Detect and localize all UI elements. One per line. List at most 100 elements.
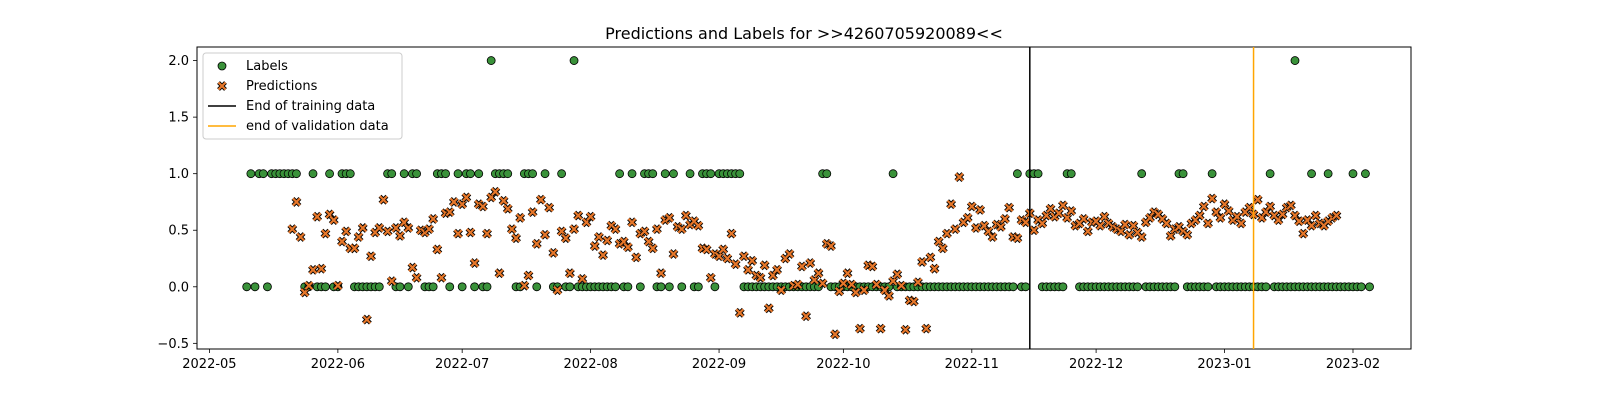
prediction-point <box>871 279 882 290</box>
label-point <box>635 282 645 292</box>
prediction-point <box>312 211 323 222</box>
label-point <box>474 169 484 179</box>
label-point <box>1137 169 1147 179</box>
prediction-point-fill <box>337 237 347 246</box>
legend: Labels Predictions End of training data … <box>202 52 403 140</box>
prediction-point-fill <box>317 264 326 273</box>
label-point <box>325 169 334 179</box>
prediction-point-fill <box>772 265 782 275</box>
label-point <box>457 282 467 292</box>
prediction-point-fill <box>573 211 583 220</box>
prediction-point <box>801 311 811 322</box>
legend-labels-marker <box>217 61 227 71</box>
label-point <box>528 169 538 179</box>
prediction-point <box>569 224 579 235</box>
prediction-point-fill <box>379 195 388 204</box>
label-point <box>648 169 658 179</box>
prediction-point <box>589 241 600 251</box>
label-point <box>466 169 475 179</box>
label-point <box>693 282 703 292</box>
label-point <box>470 282 480 292</box>
label-point <box>292 169 301 179</box>
prediction-point-fill <box>478 202 488 211</box>
prediction-point-fill <box>528 207 537 217</box>
prediction-point <box>792 279 803 290</box>
prediction-point <box>763 303 774 314</box>
prediction-point <box>730 259 741 270</box>
prediction-point <box>1082 226 1093 237</box>
prediction-point <box>921 323 932 334</box>
prediction-point <box>664 212 675 223</box>
prediction-point-fill <box>362 315 372 324</box>
prediction-point-fill <box>839 279 848 288</box>
prediction-point <box>593 232 604 242</box>
prediction-point <box>465 227 476 238</box>
prediction-point <box>308 264 318 275</box>
prediction-point-fill <box>1000 214 1010 224</box>
label-point <box>822 169 832 179</box>
prediction-point <box>631 252 642 263</box>
prediction-point-fill <box>366 251 376 261</box>
prediction-point <box>937 243 948 254</box>
prediction-point-fill <box>1079 214 1088 224</box>
prediction-point-fill <box>296 232 305 242</box>
prediction-point <box>1310 210 1321 221</box>
prediction-point-fill <box>876 324 885 333</box>
prediction-point <box>1029 225 1039 236</box>
prediction-point-fill <box>308 265 318 275</box>
prediction-point <box>374 223 385 233</box>
prediction-point-fill <box>793 280 803 289</box>
prediction-point-fill <box>843 268 852 278</box>
prediction-point-fill <box>495 268 504 278</box>
prediction-point <box>1294 216 1305 227</box>
prediction-point-fill <box>611 224 620 234</box>
prediction-point-fill <box>499 196 508 206</box>
x-tick-label: 2023-01 <box>1197 357 1251 372</box>
label-point <box>428 282 438 292</box>
prediction-point-fill <box>1095 221 1105 230</box>
prediction-point-fill <box>1137 232 1146 242</box>
prediction-point <box>1298 228 1309 239</box>
label-point <box>387 169 397 179</box>
prediction-point-fill <box>507 224 517 234</box>
prediction-point <box>1161 218 1172 229</box>
prediction-point-fill <box>797 262 807 271</box>
prediction-point <box>1203 218 1213 229</box>
prediction-point <box>552 285 563 296</box>
prediction-point-fill <box>350 244 359 253</box>
prediction-point <box>353 232 364 242</box>
prediction-point <box>577 273 588 284</box>
prediction-point-fill <box>955 172 964 182</box>
label-point <box>395 282 405 292</box>
prediction-point <box>482 228 492 239</box>
prediction-point-fill <box>466 228 475 237</box>
prediction-point-fill <box>1004 203 1014 212</box>
prediction-point-fill <box>975 205 985 215</box>
prediction-point-fill <box>756 273 765 283</box>
prediction-point <box>1265 201 1276 212</box>
prediction-point <box>705 272 716 283</box>
prediction-point <box>511 233 521 244</box>
prediction-point <box>855 323 865 334</box>
prediction-point <box>743 264 753 275</box>
prediction-point <box>830 329 840 340</box>
prediction-point <box>361 314 372 325</box>
label-point <box>1323 169 1333 179</box>
prediction-point <box>776 285 787 296</box>
label-point <box>888 169 898 179</box>
x-tick-label: 2022-08 <box>563 357 617 372</box>
prediction-point <box>668 249 679 259</box>
prediction-point-fill <box>834 287 844 296</box>
label-point <box>345 169 355 179</box>
prediction-point <box>784 249 795 259</box>
prediction-point <box>1095 220 1106 231</box>
prediction-point-fill <box>648 244 658 253</box>
y-tick-label: 2.0 <box>168 54 189 69</box>
prediction-point-fill <box>702 245 711 254</box>
prediction-point-fill <box>735 308 745 318</box>
label-point <box>664 282 674 292</box>
prediction-point-fill <box>938 244 948 253</box>
prediction-point <box>797 261 807 272</box>
prediction-point <box>693 220 704 231</box>
prediction-point-fill <box>623 242 633 252</box>
